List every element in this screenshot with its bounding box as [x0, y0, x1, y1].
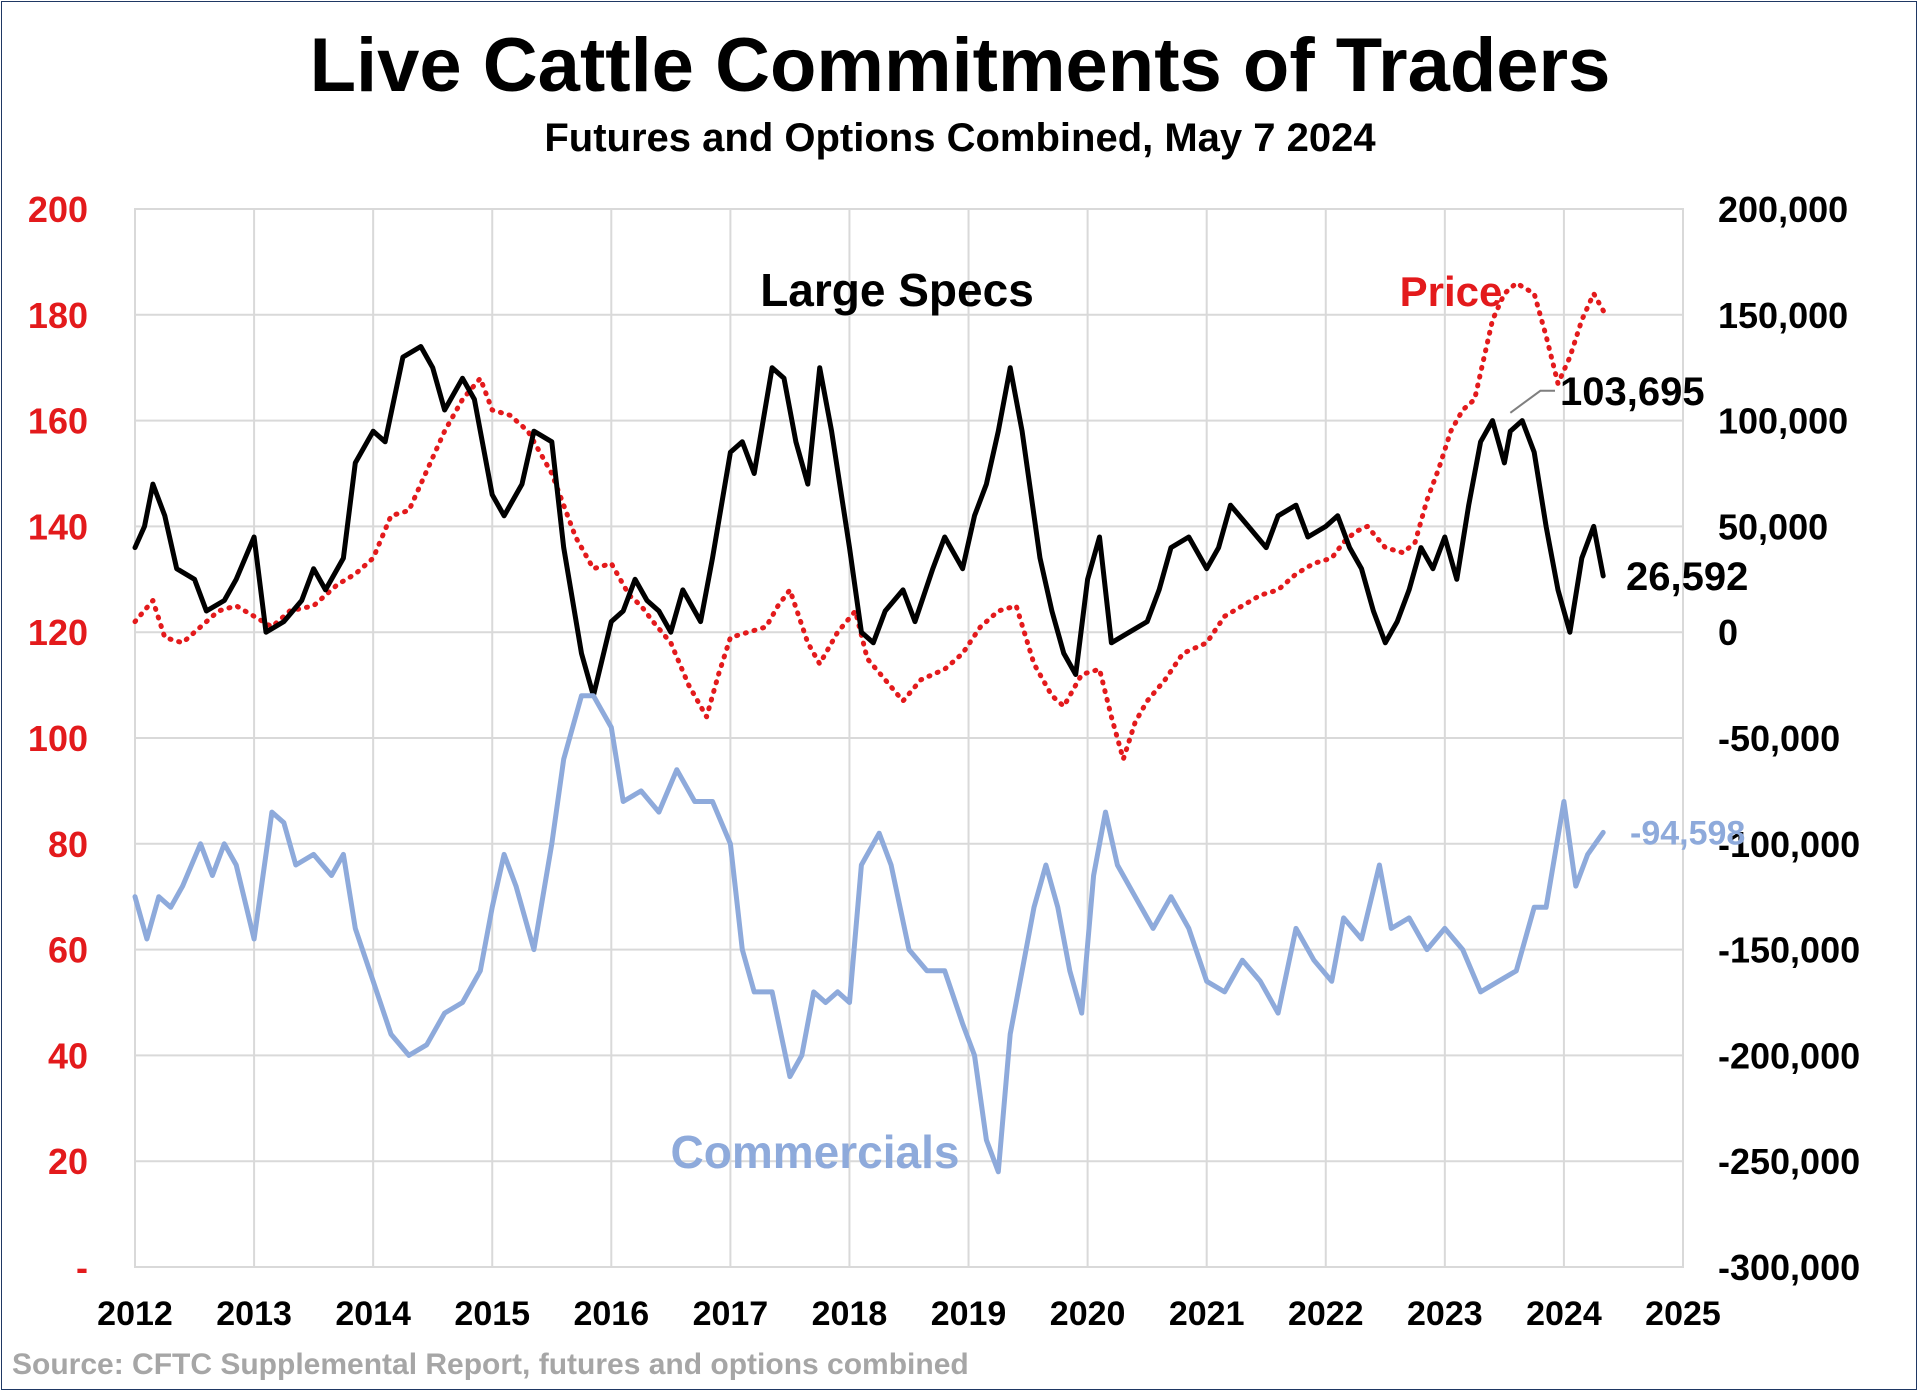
- x-tick-label: 2022: [1288, 1295, 1364, 1333]
- annotations: Large Specs Price Commercials 103,695 26,592…: [671, 264, 1749, 1178]
- right-y-tick-label: -100,000: [1718, 824, 1860, 865]
- x-tick-label: 2020: [1050, 1295, 1126, 1333]
- chart-subtitle: Futures and Options Combined, May 7 2024: [544, 116, 1376, 160]
- value-label-94598: -94,598: [1630, 814, 1745, 852]
- x-axis-ticks: 2012 2013 2014 2015 2016 2017 2018 2019 2020 2021…: [97, 1295, 1721, 1333]
- label-commercials: Commercials: [671, 1126, 960, 1178]
- right-y-tick-label: 150,000: [1718, 295, 1848, 336]
- x-tick-label: 2017: [693, 1295, 769, 1333]
- right-y-tick-label: -50,000: [1718, 718, 1840, 759]
- left-y-tick-label: 200: [28, 189, 88, 230]
- right-y-tick-label: 50,000: [1718, 506, 1828, 547]
- x-tick-label: 2015: [454, 1295, 530, 1333]
- series-price: [132, 280, 1609, 762]
- left-y-tick-label: 40: [48, 1035, 88, 1076]
- series-lines: [132, 280, 1609, 1175]
- x-tick-label: 2024: [1526, 1295, 1602, 1333]
- right-y-tick-label: 100,000: [1718, 401, 1848, 442]
- left-y-axis-ticks: - 20 40 60 80 100 120 140 160 180 200: [28, 189, 88, 1288]
- callout-leader-103695: [1509, 389, 1555, 414]
- source-note: Source: CFTC Supplemental Report, future…: [12, 1348, 969, 1381]
- left-y-tick-label: 120: [28, 612, 88, 653]
- x-tick-label: 2018: [812, 1295, 888, 1333]
- value-label-103695: 103,695: [1560, 370, 1705, 414]
- left-y-tick-label: 160: [28, 401, 88, 442]
- x-tick-label: 2014: [335, 1295, 411, 1333]
- x-tick-label: 2012: [97, 1295, 173, 1333]
- label-price: Price: [1400, 268, 1503, 315]
- x-tick-label: 2016: [573, 1295, 649, 1333]
- left-y-tick-label: 100: [28, 718, 88, 759]
- left-y-tick-label: 140: [28, 506, 88, 547]
- left-y-tick-label: 20: [48, 1141, 88, 1182]
- left-y-tick-label: 80: [48, 824, 88, 865]
- plot-area-border: [134, 208, 1684, 1268]
- right-y-axis-ticks: -300,000 -250,000 -200,000 -150,000 -100,000…: [1718, 189, 1860, 1288]
- right-y-tick-label: -300,000: [1718, 1247, 1860, 1288]
- left-y-tick-label: 60: [48, 930, 88, 971]
- left-y-tick-label: -: [76, 1247, 88, 1288]
- gridlines: [134, 208, 1684, 1268]
- series-commercials: [132, 693, 1606, 1175]
- right-y-tick-label: -150,000: [1718, 930, 1860, 971]
- value-label-26592: 26,592: [1626, 555, 1748, 599]
- x-tick-label: 2023: [1407, 1295, 1483, 1333]
- x-tick-label: 2019: [931, 1295, 1007, 1333]
- left-y-tick-label: 180: [28, 295, 88, 336]
- x-tick-label: 2025: [1645, 1295, 1721, 1333]
- right-y-tick-label: 200,000: [1718, 189, 1848, 230]
- right-y-tick-label: -200,000: [1718, 1035, 1860, 1076]
- x-tick-label: 2021: [1169, 1295, 1245, 1333]
- right-y-tick-label: 0: [1718, 612, 1738, 653]
- chart-title: Live Cattle Commitments of Traders: [309, 23, 1611, 108]
- right-y-tick-label: -250,000: [1718, 1141, 1860, 1182]
- x-tick-label: 2013: [216, 1295, 292, 1333]
- label-large-specs: Large Specs: [760, 264, 1034, 316]
- series-large-specs: [132, 344, 1606, 699]
